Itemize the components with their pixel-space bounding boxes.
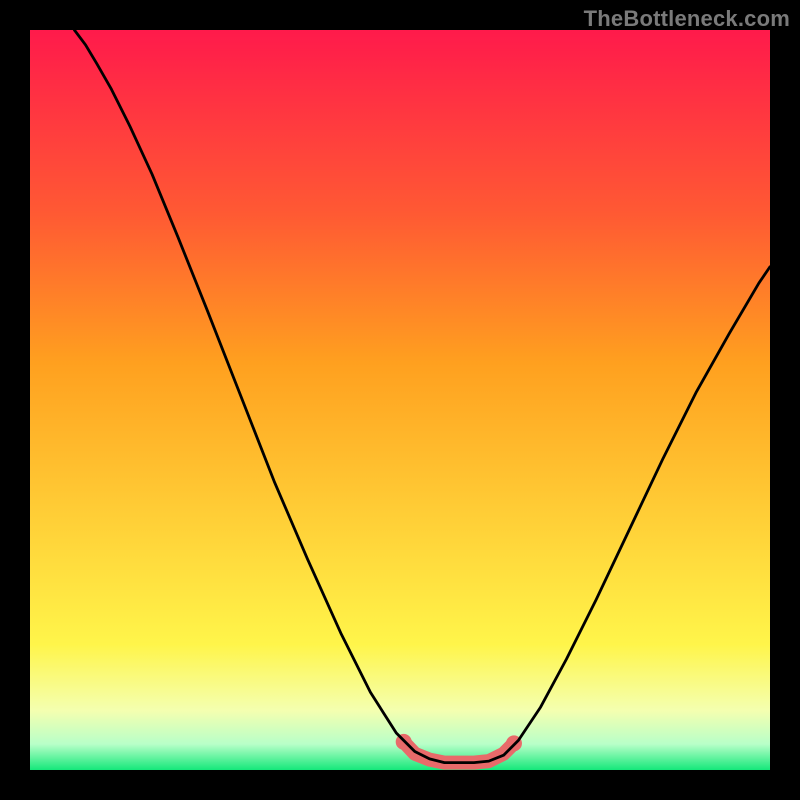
bottom-region-curve — [404, 742, 514, 763]
chart-frame: TheBottleneck.com — [0, 0, 800, 800]
bottleneck-curve — [74, 30, 770, 763]
curve-overlay — [30, 30, 770, 770]
watermark-text: TheBottleneck.com — [584, 6, 790, 32]
plot-area — [30, 30, 770, 770]
